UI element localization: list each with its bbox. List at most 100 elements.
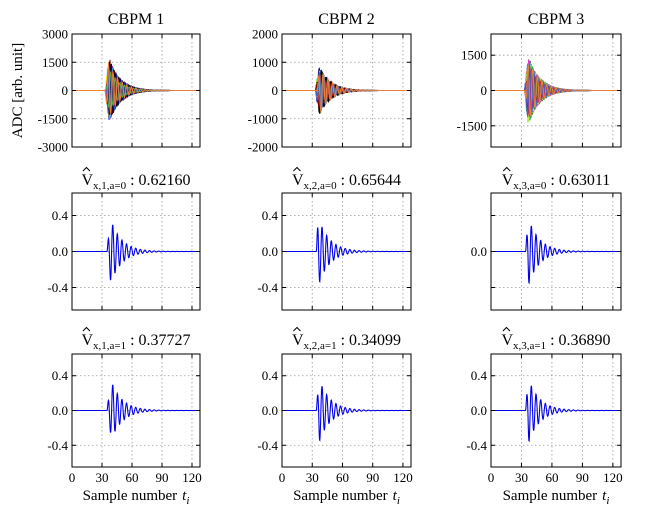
x-tick-label: 90 <box>366 470 379 485</box>
title-symbol: V <box>81 332 93 349</box>
y-tick-label: 0.0 <box>52 244 68 259</box>
x-axis-label: Sample number ti <box>83 488 190 505</box>
panel-7: 0.4 0.0 -0.4 0 30 60 90 120 Vx,1,a=1 : 0.37727 Sa… <box>47 326 202 505</box>
x-tick-label: 60 <box>545 470 558 485</box>
y-tick-label: 0.4 <box>52 368 69 383</box>
x-tick-label: 0 <box>279 470 286 485</box>
y-tick-label: 0.4 <box>471 368 488 383</box>
y-tick-label: -1000 <box>248 111 278 126</box>
signal-trace <box>491 225 621 285</box>
panel-title: Vx,2,a=1 : 0.34099 <box>292 332 401 352</box>
y-tick-label: 0.0 <box>52 403 68 418</box>
x-axis-label-subscript: i <box>606 495 609 505</box>
y-tick-label: -1500 <box>38 111 68 126</box>
signal-group <box>282 67 411 115</box>
x-tick-label: 30 <box>306 470 319 485</box>
hat-accent <box>82 326 91 332</box>
title-symbol: V <box>81 172 93 189</box>
x-tick-label: 60 <box>126 470 139 485</box>
panel-title: Vx,1,a=0 : 0.62160 <box>81 172 190 192</box>
signal-group <box>72 224 200 281</box>
signal-group <box>72 59 200 120</box>
overlay-trace <box>491 65 621 123</box>
title-symbol: V <box>502 172 514 189</box>
panel-1: 3000 1500 0 -1500 -3000 CBPM 1 ADC [arb. unit] <box>10 11 201 155</box>
title-value: : 0.62160 <box>126 172 190 189</box>
panel-title: CBPM 3 <box>528 11 584 28</box>
title-symbol: V <box>292 172 304 189</box>
signal-group <box>491 385 621 443</box>
y-tick-label: 0.4 <box>262 368 279 383</box>
x-tick-label: 90 <box>576 470 589 485</box>
x-axis-label: Sample number ti <box>503 488 610 505</box>
panel-title: CBPM 2 <box>318 11 374 28</box>
panel-title: Vx,3,a=1 : 0.36890 <box>501 332 610 352</box>
signal-trace <box>491 385 621 443</box>
y-tick-label: 1000 <box>252 55 278 70</box>
x-axis-label-text: Sample number <box>83 488 178 504</box>
hat-accent <box>502 166 511 172</box>
signal-trace <box>72 224 200 281</box>
y-tick-label: 0.4 <box>52 208 69 223</box>
overlay-trace <box>72 59 200 115</box>
y-tick-label: 0.4 <box>262 208 279 223</box>
y-tick-label: -3000 <box>38 140 68 155</box>
y-tick-label: 0.0 <box>471 403 487 418</box>
panel-5: 0.4 0.0 -0.4 Vx,2,a=0 : 0.65644 <box>257 166 412 311</box>
panel-3: 1500 0 -1500 CBPM 3 <box>457 11 622 148</box>
signal-trace <box>282 386 411 442</box>
x-tick-label: 120 <box>393 470 413 485</box>
title-subscript: x,2,a=0 <box>304 180 338 192</box>
title-subscript: x,3,a=1 <box>513 340 546 352</box>
hat-accent <box>293 166 301 172</box>
title-subscript: x,2,a=1 <box>304 340 337 352</box>
signal-trace <box>72 384 200 433</box>
title-value: : 0.63011 <box>546 172 610 189</box>
hat-accent <box>502 326 511 332</box>
panel-9: 0.4 0.0 -0.4 0 30 60 90 120 Vx,3,a=1 : 0.36890 Sa… <box>466 326 623 505</box>
panel-title: Vx,3,a=0 : 0.63011 <box>502 172 611 192</box>
panel-title: CBPM 1 <box>108 11 164 28</box>
title-value: : 0.36890 <box>546 332 610 349</box>
title-value: : 0.37727 <box>126 332 190 349</box>
hat-accent <box>82 166 91 172</box>
x-tick-label: 120 <box>603 470 623 485</box>
x-tick-label: 90 <box>156 470 169 485</box>
x-tick-label: 0 <box>488 470 495 485</box>
y-tick-label: 0 <box>481 83 488 98</box>
x-axis-label-variable: t <box>182 488 187 504</box>
y-tick-label: 2000 <box>252 27 278 42</box>
panel-6: 0.0 Vx,3,a=0 : 0.63011 <box>471 166 622 311</box>
y-tick-label: 0 <box>272 83 279 98</box>
x-tick-label: 30 <box>515 470 528 485</box>
y-tick-label: 0.0 <box>471 244 487 259</box>
x-axis-label-text: Sample number <box>503 488 598 504</box>
x-axis-label-subscript: i <box>186 495 189 505</box>
y-tick-label: 0.0 <box>262 244 278 259</box>
y-tick-label: -2000 <box>248 140 278 155</box>
signal-group <box>282 386 411 442</box>
x-tick-label: 0 <box>69 470 76 485</box>
title-subscript: x,1,a=1 <box>93 340 126 352</box>
y-tick-label: 0.0 <box>262 403 278 418</box>
x-tick-label: 30 <box>96 470 109 485</box>
x-axis-label-variable: t <box>393 488 398 504</box>
panel-2: 2000 1000 0 -1000 -2000 CBPM 2 <box>248 11 412 155</box>
panel-title: Vx,2,a=0 : 0.65644 <box>292 172 401 192</box>
x-tick-label: 60 <box>336 470 349 485</box>
y-axis-label: ADC [arb. unit] <box>10 43 26 138</box>
panel-title: Vx,1,a=1 : 0.37727 <box>81 332 190 352</box>
hat-accent <box>293 326 301 332</box>
overlay-trace <box>282 72 411 113</box>
x-tick-label: 120 <box>182 470 202 485</box>
y-tick-label: 3000 <box>42 27 68 42</box>
y-tick-label: -0.4 <box>257 280 278 295</box>
x-axis-label: Sample number ti <box>293 488 400 505</box>
title-symbol: V <box>501 332 513 349</box>
y-tick-label: -0.4 <box>257 438 278 453</box>
y-tick-label: -0.4 <box>466 438 487 453</box>
y-tick-label: 0 <box>62 83 69 98</box>
y-tick-label: 1500 <box>42 55 68 70</box>
overlay-trace <box>491 67 621 121</box>
